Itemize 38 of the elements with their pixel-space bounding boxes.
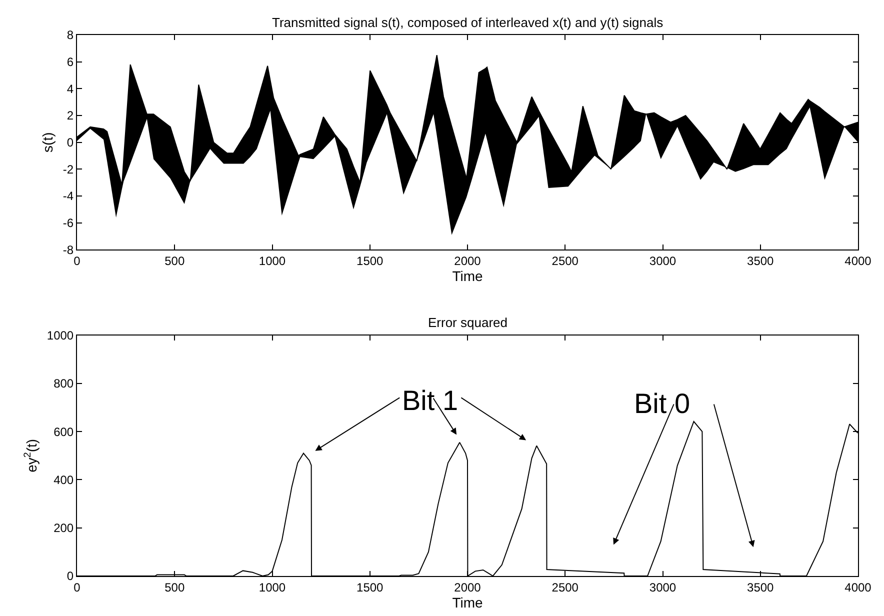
x-tick-label: 2000 [454, 580, 482, 594]
x-tick-label: 4000 [844, 580, 872, 594]
x-tick-label: 1500 [356, 254, 384, 268]
x-tick-label: 1000 [258, 580, 286, 594]
x-axis-title: Time [452, 594, 484, 610]
x-tick-label: 3500 [747, 254, 774, 268]
y-tick-label: 8 [66, 28, 74, 42]
y-tick-label: 0 [66, 569, 74, 584]
x-tick-label: 2500 [552, 580, 579, 594]
x-axis-title: Time [452, 268, 484, 284]
x-tick-label: 500 [164, 254, 185, 268]
x-tick-label: 3000 [649, 580, 676, 594]
x-tick-label: 1000 [258, 254, 286, 268]
x-tick-label: 3500 [747, 580, 774, 594]
y-tick-label: -6 [62, 216, 74, 230]
y-tick-label: 4 [66, 82, 74, 96]
y-tick-label: 200 [54, 521, 74, 536]
y-tick-label: -2 [62, 162, 74, 176]
y-tick-label: 1000 [46, 328, 74, 343]
x-tick-label: 4000 [844, 254, 872, 268]
y-tick-label: -4 [62, 189, 74, 204]
y-tick-label: 400 [54, 472, 74, 487]
x-tick-label: 3000 [649, 254, 676, 268]
annotation: Bit 1 [402, 385, 458, 416]
chart-title: Error squared [428, 315, 508, 330]
x-tick-label: 2000 [454, 254, 482, 268]
x-tick-label: 500 [164, 580, 185, 594]
annotation: Bit 0 [634, 388, 690, 419]
y-tick-label: 800 [54, 376, 74, 391]
x-tick-label: 1500 [356, 580, 384, 594]
y-tick-label: -8 [62, 242, 74, 257]
y-tick-label: 2 [66, 108, 74, 123]
y-tick-label: 6 [66, 55, 74, 70]
y-tick-label: 600 [54, 424, 74, 439]
y-tick-label: 0 [66, 136, 74, 150]
x-tick-label: 2500 [552, 254, 579, 268]
chart-title: Transmitted signal s(t), composed of interleaved x(t) and y(t) signals [272, 15, 664, 30]
y-axis-title: s(t) [40, 132, 56, 152]
